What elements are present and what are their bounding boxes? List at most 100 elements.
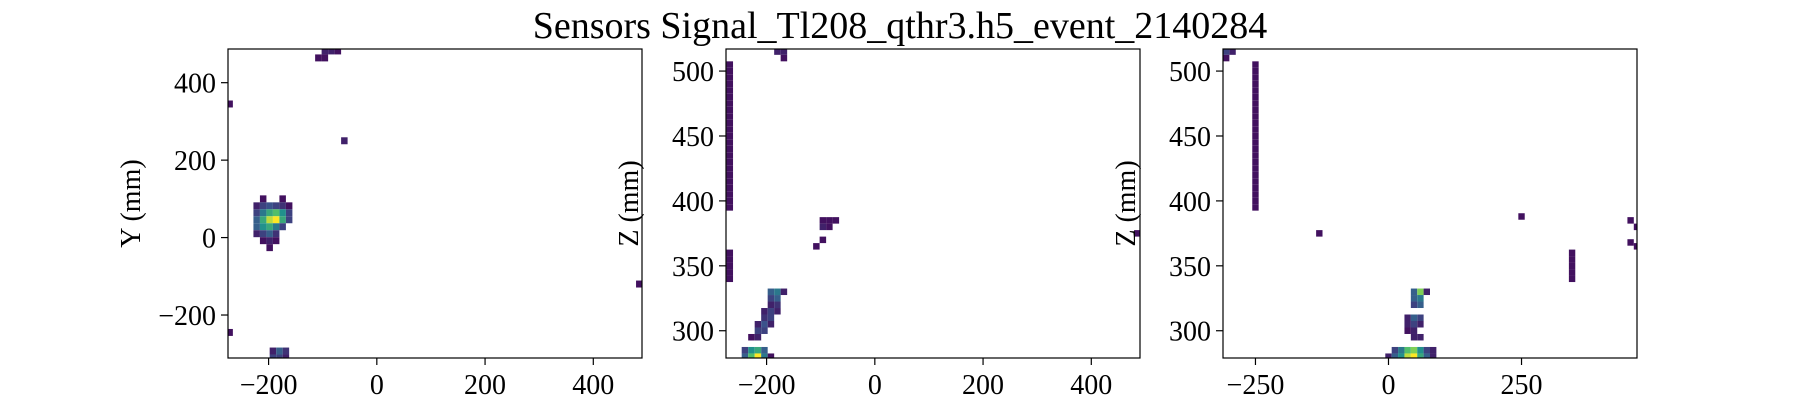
heatmap-cell [726,74,734,81]
heatmap-cell [767,320,775,328]
y-tick-label: 300 [672,317,714,348]
heatmap-cell [1417,333,1424,341]
heatmap-cell [726,67,734,75]
heatmap-cell [1252,184,1259,192]
heatmap-cell [726,113,734,120]
heatmap-cell [1423,346,1430,354]
y-tick-label: 400 [174,69,216,100]
y-tick-label: 300 [1169,317,1211,348]
heatmap-cell [726,152,734,159]
heatmap-cell [1423,353,1430,358]
heatmap-cell [285,202,293,210]
heatmap-cell [1229,49,1236,55]
heatmap-cell [819,223,827,231]
y-axis-label: Y (mm) [116,159,147,247]
heatmap-cell [1568,262,1576,270]
heatmap-cell [1252,139,1259,146]
heatmap-cell [726,106,734,114]
panel: −250 0 250 300 350 400 450 500 Z (mm) [1111,48,1638,400]
heatmap-cell [826,217,833,224]
heatmap-cell [1252,132,1259,140]
heatmap-cell [726,61,734,68]
figure-title: Sensors Signal_Tl208_qthr3.h5_event_2140… [533,5,1268,47]
heatmap-cell [754,320,762,328]
heatmap-cell [761,320,768,328]
x-tick-label: 200 [464,370,506,400]
heatmap-cell [266,223,273,231]
heatmap-cell [726,126,734,133]
heatmap-cell [259,237,267,245]
y-tick-label: 0 [202,224,216,255]
heatmap-cell [272,202,280,210]
heatmap-cell [334,49,342,55]
heatmap-cell [1252,93,1259,101]
panel: −200 0 200 400 −200 0 200 400 Y (mm) [116,48,643,400]
heatmap-cell [259,230,267,238]
axes-frame [725,48,1141,359]
heatmap-cell [279,195,286,203]
heatmap-cell [826,223,833,231]
heatmap-cell [315,54,322,62]
heatmap-cell [1252,80,1259,88]
heatmap-cell [1252,171,1259,179]
heatmap-cell [1252,87,1259,94]
heatmap-cell [282,347,290,355]
heatmap-cell [1430,346,1437,354]
heatmap-cell [266,216,273,224]
heatmap-cell [754,333,762,341]
heatmap-cell [266,230,273,238]
x-tick-label: 0 [868,370,882,400]
x-tick-label: 400 [572,370,614,400]
heatmap-cell [741,353,749,358]
heatmap-cell [1252,178,1259,185]
heatmap-cell [1417,288,1424,296]
heatmap-cell [726,171,734,179]
heatmap-cell [276,347,283,355]
heatmap-cell [1423,288,1430,296]
heatmap-cell [780,49,788,55]
heatmap-cell [1252,152,1259,159]
heatmap-cell [1410,346,1418,354]
heatmap-cell [1252,67,1259,75]
heatmap-cell [253,223,260,231]
heatmap-cell [726,165,734,172]
heatmap-cell [1252,106,1259,114]
heatmap-cell [1627,239,1634,246]
heatmap-cell [272,216,280,224]
heatmap-cell [259,216,267,224]
heatmap-cell [819,217,827,224]
heatmap-cell [1568,256,1576,263]
heatmap-cell [726,249,734,257]
heatmap-cell [1385,353,1392,358]
heatmap-cell [767,288,775,296]
heatmap-cell [269,347,277,355]
y-tick-label: 400 [672,187,714,218]
heatmap-cell [279,209,286,217]
heatmap-cell [754,353,762,358]
heatmap-cell [726,132,734,140]
heatmap-cell [259,209,267,217]
heatmap-cell [253,216,260,224]
x-tick-label: 400 [1070,370,1112,400]
heatmap-cell [1417,314,1424,321]
heatmap-cell [767,295,775,302]
cells [228,49,642,358]
heatmap-cell [767,301,775,309]
heatmap-cell [774,308,781,315]
heatmap-cell [780,288,788,296]
heatmap-cell [328,49,335,55]
heatmap-cell [1627,217,1634,224]
heatmap-cell [774,295,781,302]
heatmap-cell [819,236,827,244]
y-tick-label: −200 [158,301,216,332]
heatmap-cell [726,158,734,166]
heatmap-cell [1417,353,1424,358]
x-tick-label: −250 [1227,370,1285,400]
heatmap-cell [726,184,734,192]
heatmap-cell [767,308,775,315]
heatmap-cell [1410,314,1418,321]
heatmap-cell [726,275,734,283]
heatmap-cell [761,346,768,354]
heatmap-cell [1391,353,1399,358]
